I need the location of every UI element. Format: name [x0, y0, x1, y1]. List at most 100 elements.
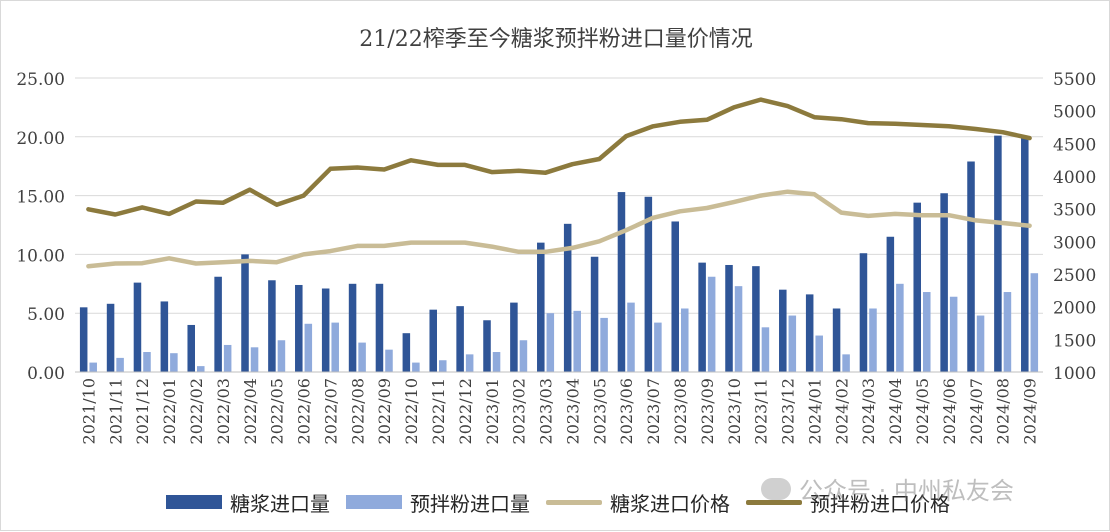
bar-premix-volume: [385, 349, 393, 372]
left-tick-label: 5.00: [27, 305, 65, 325]
legend-swatch-premix-price: [746, 499, 802, 505]
bar-syrup-volume: [160, 301, 169, 372]
bar-premix-volume: [197, 366, 205, 372]
bar-premix-volume: [331, 322, 339, 372]
bar-syrup-volume: [617, 192, 626, 372]
legend-swatch-premix-volume: [346, 495, 402, 509]
bar-syrup-volume: [671, 221, 679, 372]
bar-syrup-volume: [967, 161, 975, 372]
bars: [79, 135, 1039, 372]
right-tick-label: 3500: [1053, 201, 1096, 221]
line-premix-price: [86, 97, 1032, 217]
x-tick-label: 2022/08: [348, 378, 367, 444]
x-tick-label: 2024/05: [913, 378, 932, 444]
x-tick-label: 2023/02: [510, 378, 529, 444]
bar-syrup-volume: [994, 135, 1002, 372]
bar-premix-volume: [277, 340, 286, 372]
bar-syrup-volume: [563, 223, 572, 372]
legend: 糖浆进口量 预拌粉进口量 糖浆进口价格 预拌粉进口价格: [166, 487, 950, 517]
x-tick-label: 2021/10: [79, 378, 98, 444]
x-tick-label: 2023/07: [644, 378, 663, 444]
x-tick-label: 2021/11: [106, 378, 125, 444]
bar-syrup-volume: [241, 254, 249, 372]
x-tick-label: 2024/09: [1021, 378, 1040, 444]
bar-syrup-volume: [644, 196, 653, 372]
left-tick-label: 25.00: [16, 70, 65, 90]
bar-premix-volume: [358, 342, 366, 372]
left-tick-label: 10.00: [16, 246, 65, 266]
bar-syrup-volume: [375, 283, 384, 372]
x-tick-label: 2022/01: [160, 378, 179, 444]
bar-premix-volume: [439, 360, 447, 372]
x-tick-label: 2023/04: [563, 378, 582, 444]
left-tick-label: 0.00: [27, 364, 65, 384]
chart-title: 21/22榨季至今糖浆预拌粉进口量价情况: [359, 27, 753, 52]
bar-premix-volume: [896, 283, 904, 372]
bar-premix-volume: [143, 352, 151, 372]
legend-item-premix-volume: 预拌粉进口量: [346, 488, 530, 517]
bar-premix-volume: [869, 308, 877, 372]
bar-syrup-volume: [295, 284, 303, 372]
bar-syrup-volume: [483, 320, 491, 372]
x-tick-label: 2023/01: [483, 378, 502, 444]
bar-syrup-volume: [752, 266, 760, 372]
x-tick-label: 2023/10: [725, 378, 744, 444]
bar-premix-volume: [223, 344, 232, 372]
bar-premix-volume: [600, 317, 608, 372]
right-tick-label: 1000: [1053, 364, 1096, 384]
legend-label-syrup-volume: 糖浆进口量: [230, 491, 330, 516]
bar-premix-volume: [761, 327, 770, 372]
x-tick-label: 2023/03: [537, 378, 556, 444]
watermark-text: 公众号 · 中州私友会: [799, 477, 1014, 505]
x-tick-label: 2024/07: [967, 378, 986, 444]
bar-premix-volume: [465, 354, 474, 372]
axes: 0.00 5.00 10.00 15.00 20.00 25.00 1000 1500 2000…: [16, 70, 1096, 444]
bar-syrup-volume: [510, 302, 518, 372]
bar-syrup-volume: [187, 324, 195, 372]
x-tick-label: 2022/12: [456, 378, 475, 444]
right-tick-label: 4500: [1053, 135, 1096, 155]
left-tick-label: 20.00: [16, 129, 65, 149]
legend-item-syrup-price: 糖浆进口价格: [546, 488, 730, 517]
bar-premix-volume: [788, 315, 797, 372]
bar-syrup-volume: [886, 236, 895, 372]
legend-swatch-syrup-volume: [166, 495, 222, 509]
x-tick-label: 2024/06: [940, 378, 959, 444]
watermark: 公众号 · 中州私友会: [761, 471, 1014, 506]
legend-label-premix-price: 预拌粉进口价格: [810, 491, 950, 516]
bar-syrup-volume: [402, 333, 411, 372]
x-tick-label: 2023/12: [779, 378, 798, 444]
bar-syrup-volume: [779, 289, 787, 372]
bar-syrup-volume: [79, 307, 88, 372]
bar-syrup-volume: [590, 256, 599, 372]
bar-syrup-volume: [940, 193, 948, 372]
bar-premix-volume: [304, 323, 313, 372]
bar-syrup-volume: [832, 308, 841, 372]
bar-premix-volume: [707, 276, 716, 372]
line-syrup-price: [86, 189, 1032, 269]
bar-syrup-volume: [698, 262, 706, 372]
x-tick-label: 2023/11: [752, 378, 771, 444]
lines: [86, 97, 1032, 269]
bar-premix-volume: [949, 296, 958, 372]
bar-premix-volume: [89, 362, 97, 372]
bar-premix-volume: [492, 352, 501, 372]
right-tick-label: 2000: [1053, 299, 1096, 319]
bar-premix-volume: [627, 302, 635, 372]
bar-premix-volume: [412, 362, 420, 372]
legend-label-premix-volume: 预拌粉进口量: [410, 491, 530, 516]
x-tick-label: 2022/03: [214, 378, 233, 444]
bar-syrup-volume: [537, 242, 545, 372]
bar-premix-volume: [116, 357, 124, 372]
x-tick-label: 2022/10: [402, 378, 421, 444]
x-tick-label: 2023/08: [671, 378, 690, 444]
x-tick-label: 2023/09: [698, 378, 717, 444]
bar-syrup-volume: [913, 202, 921, 372]
bar-syrup-volume: [106, 303, 115, 372]
bar-syrup-volume: [805, 294, 814, 372]
bar-premix-volume: [734, 286, 743, 372]
right-tick-label: 4000: [1053, 168, 1096, 188]
x-tick-label: 2022/07: [321, 378, 340, 444]
x-tick-label: 2023/05: [590, 378, 609, 444]
